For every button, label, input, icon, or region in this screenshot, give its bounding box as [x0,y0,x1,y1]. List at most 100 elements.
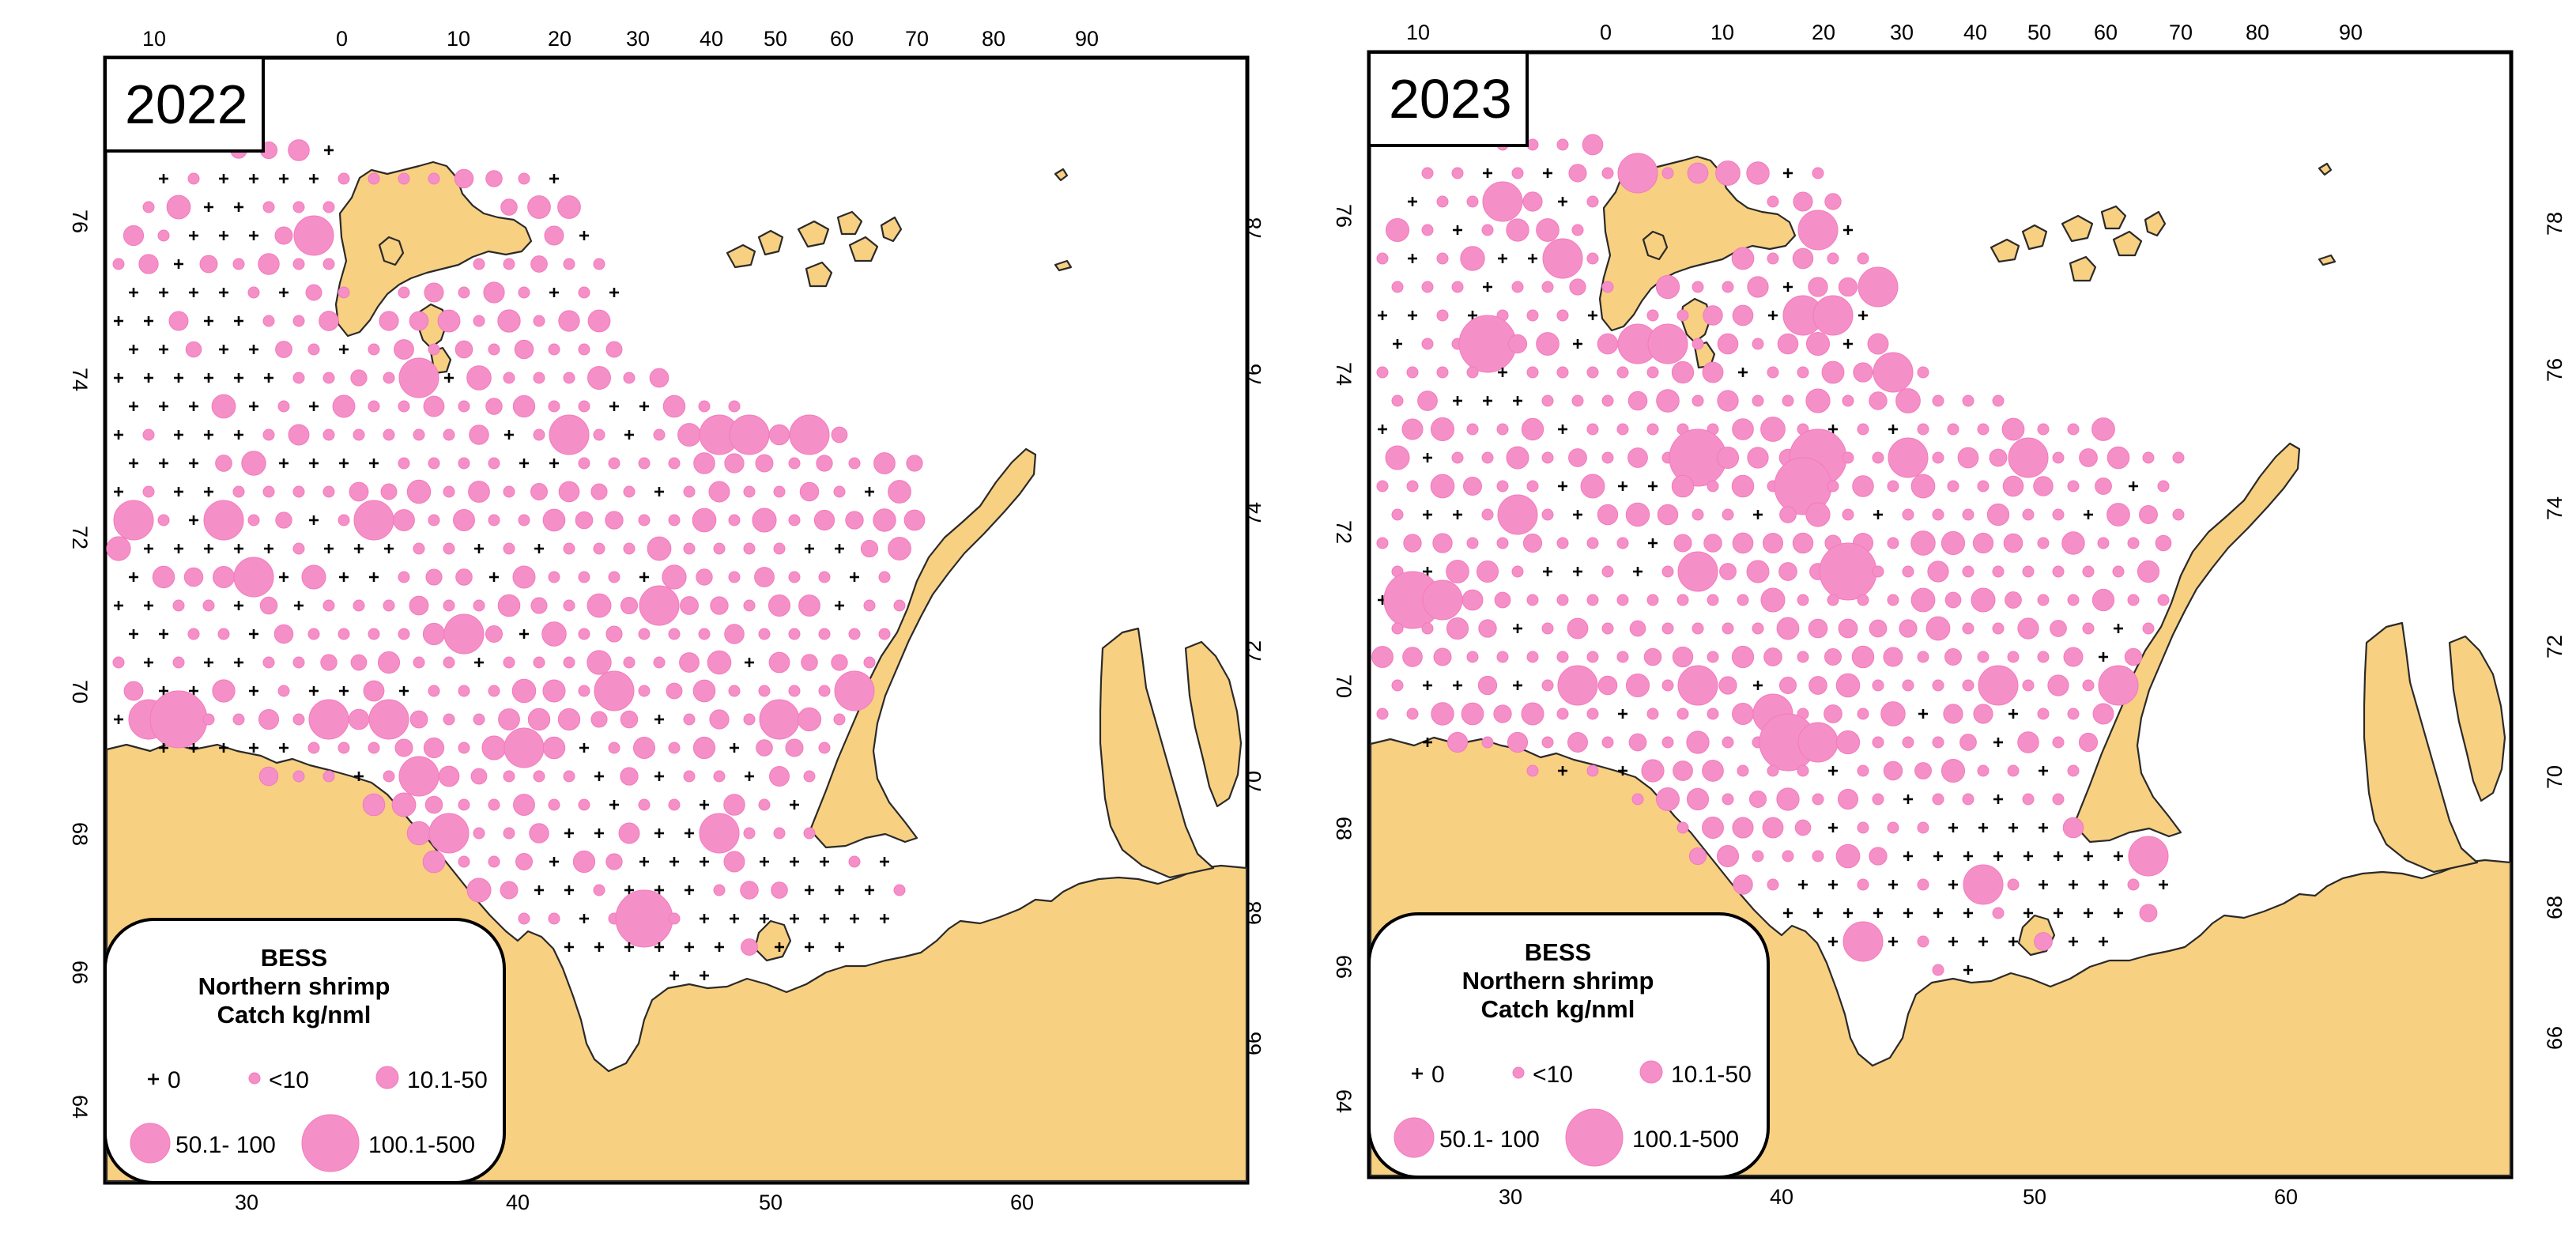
station-catch-circle [1872,793,1884,806]
station-zero-catch [1483,282,1492,292]
station-catch-circle [593,884,605,896]
station-zero-catch [219,743,228,753]
station-catch-circle [608,457,620,470]
station-catch-circle [514,339,534,360]
station-catch-circle [368,172,380,185]
legend-symbol-large [130,1123,171,1164]
station-catch-circle [348,708,370,730]
station-catch-circle [353,428,365,441]
station-catch-circle [548,400,560,413]
station-catch-circle [533,770,545,783]
station-zero-catch [1633,567,1643,576]
station-catch-circle [1556,537,1569,549]
station-catch-circle [2112,565,2125,578]
station-zero-catch [1378,425,1387,434]
year-text: 2022 [125,74,248,135]
bottom-longitude-ticks: 30 40 50 60 [1499,1185,2298,1209]
station-catch-circle [1541,394,1554,407]
tick-label: 60 [830,27,854,51]
station-catch-circle [771,881,788,899]
station-catch-circle [513,794,535,816]
station-zero-catch [654,772,664,781]
station-zero-catch [159,288,168,297]
station-catch-circle [398,628,410,640]
station-catch-circle [398,357,439,398]
station-catch-circle [578,343,590,356]
station-catch-circle [533,656,545,669]
station-catch-circle [1656,389,1680,413]
station-catch-circle [503,770,515,783]
station-zero-catch [1453,510,1462,519]
station-catch-circle [1556,594,1569,606]
station-catch-circle [2067,423,2080,436]
station-catch-circle [292,372,305,384]
station-catch-circle [708,481,730,503]
station-catch-circle [2037,594,2050,606]
station-catch-circle [863,599,876,612]
station-catch-circle [258,708,280,730]
station-catch-circle [620,710,639,729]
station-catch-circle [620,767,639,786]
station-catch-circle [683,713,696,726]
station-catch-circle [428,685,440,697]
station-catch-circle [211,394,236,419]
station-catch-circle [1586,651,1599,663]
station-catch-circle [274,226,293,245]
station-zero-catch [654,487,664,496]
tick-label: 40 [1770,1185,1793,1209]
station-zero-catch [309,402,319,411]
station-catch-circle [741,938,758,956]
station-catch-circle [1940,530,1966,556]
year-text: 2023 [1389,68,1512,130]
station-catch-circle [1767,195,1779,208]
station-catch-circle [1762,532,1784,554]
station-catch-circle [1821,360,1845,384]
station-catch-circle [1722,622,1734,635]
station-catch-circle [1406,708,1419,720]
station-catch-circle [1421,281,1434,293]
station-catch-circle [2007,764,2020,777]
station-zero-catch [1993,794,2003,804]
station-catch-circle [368,699,409,740]
station-catch-circle [848,855,861,868]
station-catch-circle [527,195,551,219]
station-catch-circle [1731,474,1755,498]
station-zero-catch [1978,823,1988,832]
station-catch-circle [1406,480,1419,493]
station-catch-circle [233,557,274,598]
station-zero-catch [715,942,724,952]
station-catch-circle [818,628,831,640]
station-catch-circle [2062,817,2084,839]
station-catch-circle [1541,679,1554,692]
station-catch-circle [1567,617,1589,640]
tick-label: 74 [2543,496,2567,520]
station-catch-circle [1835,844,1861,869]
station-catch-circle [503,258,515,270]
legend-symbol-medium [1639,1060,1663,1084]
tick-label: 60 [1010,1191,1034,1214]
station-catch-circle [1732,304,1754,326]
tick-label: 10 [1406,21,1430,44]
station-catch-circle [1580,474,1605,499]
station-catch-circle [428,172,440,185]
legend-title-line: Northern shrimp [198,972,390,1000]
station-catch-circle [1436,195,1449,208]
station-catch-circle [368,343,380,356]
station-zero-catch [1993,738,2003,747]
station-catch-circle [1597,675,1618,696]
station-zero-catch [504,430,514,440]
station-catch-circle [1835,673,1861,698]
station-catch-circle [888,480,911,504]
station-zero-catch [1423,738,1432,747]
station-catch-circle [668,742,681,754]
station-catch-circle [398,457,410,470]
station-zero-catch [1768,311,1778,320]
legend-label: 50.1- 100 [1439,1127,1540,1153]
station-zero-catch [2054,908,2063,918]
station-catch-circle [1752,850,1764,862]
station-zero-catch [1483,396,1492,406]
station-catch-circle [1430,474,1455,499]
station-catch-circle [1932,679,1944,692]
station-catch-circle [1601,281,1614,293]
station-zero-catch [730,914,739,923]
